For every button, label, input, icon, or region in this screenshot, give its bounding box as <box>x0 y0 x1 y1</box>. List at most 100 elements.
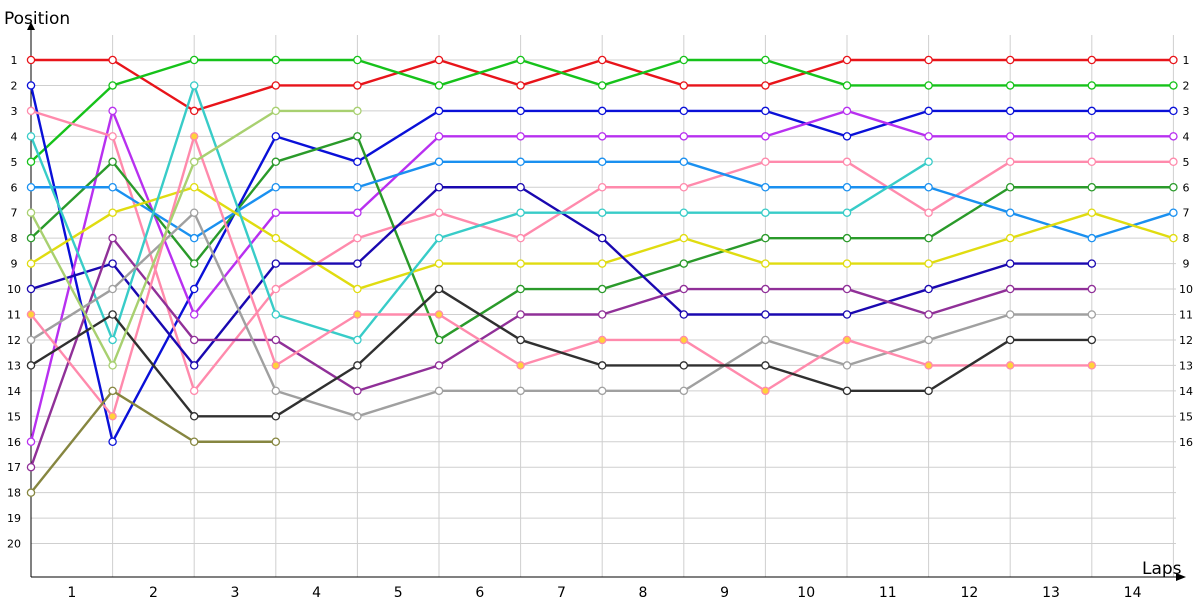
data-point <box>1005 284 1015 294</box>
data-point <box>271 55 281 65</box>
data-point <box>1005 233 1015 243</box>
data-point <box>597 132 607 141</box>
data-point <box>679 259 689 268</box>
data-point <box>679 182 689 192</box>
data-point <box>679 132 689 141</box>
data-point <box>271 284 281 294</box>
x-axis-title: Laps <box>1142 559 1182 579</box>
y-tick-label-right: 1 <box>1183 54 1190 67</box>
data-point <box>924 259 933 268</box>
data-point <box>271 437 281 446</box>
y-tick-label-right: 16 <box>1179 436 1193 449</box>
data-point <box>434 81 444 90</box>
data-point <box>842 157 852 167</box>
x-tick-label: 7 <box>557 585 566 600</box>
data-point <box>26 182 36 192</box>
data-point <box>516 81 525 90</box>
data-point <box>842 208 852 217</box>
data-point <box>924 55 933 65</box>
data-point <box>434 182 444 192</box>
data-point <box>108 182 117 192</box>
data-point <box>353 335 362 345</box>
data-point <box>924 157 933 167</box>
data-point <box>924 335 933 345</box>
y-tick-label-left: 2 <box>11 79 18 92</box>
x-tick-label: 5 <box>394 585 403 600</box>
data-point <box>189 335 199 345</box>
data-point <box>353 361 362 370</box>
data-point <box>271 208 281 217</box>
data-point <box>516 335 525 345</box>
data-point <box>597 157 607 167</box>
y-tick-label-left: 12 <box>7 334 21 347</box>
data-point <box>434 310 444 319</box>
data-point <box>189 208 199 217</box>
data-point <box>597 233 607 243</box>
data-point <box>761 310 770 319</box>
data-point <box>842 284 852 294</box>
data-point <box>108 335 117 345</box>
data-point <box>842 182 852 192</box>
x-tick-label: 14 <box>1124 585 1142 600</box>
data-point <box>189 386 199 396</box>
data-point <box>271 259 281 268</box>
data-point <box>679 361 689 370</box>
data-point <box>516 310 525 319</box>
series-points <box>26 55 1178 497</box>
x-tick-label: 11 <box>879 585 897 600</box>
data-point <box>1005 335 1015 345</box>
data-point <box>597 106 607 116</box>
data-point <box>679 310 689 319</box>
data-point <box>842 310 852 319</box>
data-point <box>516 386 525 396</box>
data-point <box>761 132 770 141</box>
data-point <box>924 284 933 294</box>
data-point <box>108 259 117 268</box>
data-point <box>434 106 444 116</box>
y-tick-label-right: 11 <box>1179 309 1193 322</box>
data-point <box>1087 284 1097 294</box>
data-point <box>1087 259 1097 268</box>
data-point <box>924 386 933 396</box>
data-point <box>761 233 770 243</box>
data-point <box>108 106 117 116</box>
data-point <box>516 233 525 243</box>
y-tick-label-right: 13 <box>1179 359 1193 372</box>
data-point <box>434 208 444 217</box>
x-tick-label: 10 <box>797 585 815 600</box>
data-point <box>516 284 525 294</box>
data-point <box>271 81 281 90</box>
data-point <box>761 55 770 65</box>
data-point <box>189 437 199 446</box>
data-point <box>924 361 933 370</box>
data-point <box>26 488 36 497</box>
data-point <box>1169 208 1178 217</box>
data-point <box>189 55 199 65</box>
y-tick-label-left: 16 <box>7 436 21 449</box>
data-point <box>761 335 770 345</box>
y-tick-label-left: 3 <box>11 105 18 118</box>
data-point <box>761 106 770 116</box>
data-point <box>189 106 199 116</box>
data-point <box>108 412 117 421</box>
y-tick-label-left: 8 <box>11 232 18 245</box>
data-point <box>1169 81 1178 90</box>
data-point <box>434 233 444 243</box>
data-point <box>434 132 444 141</box>
data-point <box>26 132 36 141</box>
y-tick-label-left: 5 <box>11 156 18 169</box>
data-point <box>271 412 281 421</box>
data-point <box>761 361 770 370</box>
data-point <box>1087 132 1097 141</box>
y-axis-arrow-icon <box>27 22 35 30</box>
data-point <box>1169 132 1178 141</box>
series-line <box>30 211 1092 418</box>
data-point <box>842 233 852 243</box>
data-point <box>108 132 117 141</box>
data-point <box>1087 55 1097 65</box>
data-point <box>189 182 199 192</box>
data-point <box>761 182 770 192</box>
data-point <box>761 81 770 90</box>
data-point <box>1087 335 1097 345</box>
